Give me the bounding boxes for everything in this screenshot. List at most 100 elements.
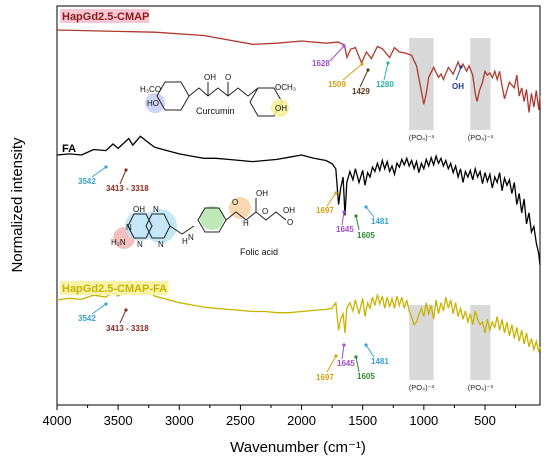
peak-annotation-arrow <box>355 356 360 373</box>
peak-annotation-label: 1481 <box>371 357 389 366</box>
phosphate-band-label: (PO₄)⁻³ <box>468 133 494 142</box>
series-line-group <box>56 29 541 353</box>
x-axis-title: Wavenumber (cm⁻¹) <box>230 439 366 456</box>
curcumin-ring-right <box>249 87 283 117</box>
curcumin-chain <box>188 87 259 97</box>
plot-frame <box>56 5 541 406</box>
curcumin-ring-left <box>156 81 190 111</box>
curcumin-ring-right-highlight <box>271 99 289 117</box>
x-tick-label: 2500 <box>226 413 255 428</box>
y-axis-title: Normalized intensity <box>9 137 26 273</box>
peak-annotation-arrowhead <box>360 62 364 66</box>
phosphate-band <box>409 305 434 380</box>
peak-annotation-arrowhead <box>366 68 370 72</box>
peak-annotation-arrowhead <box>334 354 338 358</box>
peak-annotation-label: 3413 - 3318 <box>106 324 149 333</box>
folic-acid-name: Folic acid <box>240 247 278 257</box>
folic-ring-a <box>127 213 153 239</box>
peak-annotation-label: OH <box>452 82 464 91</box>
folic-label-h-amide: H <box>243 219 249 228</box>
peak-annotation-arrowhead <box>459 65 463 69</box>
series-label: HapGd2.5-CMAP <box>62 11 149 23</box>
peak-annotation-arrow <box>383 62 389 81</box>
folic-label-oh-carboxyl: OH <box>256 189 268 198</box>
phosphate-band-label: (PO₄)⁻³ <box>409 133 435 142</box>
peak-annotation-arrowhead <box>354 355 358 359</box>
folic-label-n4: N <box>158 240 164 249</box>
peak-annotation-label: 1280 <box>376 80 394 89</box>
phosphate-band-label: (PO₄)⁻³ <box>468 383 494 392</box>
peak-annotation-label: 1605 <box>357 372 375 381</box>
peak-annotation-label: 1628 <box>312 59 330 68</box>
peak-annotation-label: 3413 - 3318 <box>106 184 149 193</box>
peak-annotation-arrow <box>91 303 107 315</box>
peak-annotation-label: 3542 <box>78 177 96 186</box>
folic-label-o-carboxyl: O <box>262 207 268 216</box>
peak-annotation-arrow <box>365 344 375 358</box>
peak-annotation-arrowhead <box>354 214 358 218</box>
peak-annotation-arrowhead <box>386 61 390 65</box>
series-label: HapGd2.5-CMAP-FA <box>62 283 167 295</box>
series-label-group: HapGd2.5-CMAP FA HapGd2.5-CMAP-FA <box>60 9 169 295</box>
folic-benzene-highlight <box>200 206 224 230</box>
series-label: FA <box>62 143 76 155</box>
peak-annotation-arrowhead <box>334 191 338 195</box>
peak-annotation-arrowhead <box>124 168 128 172</box>
peak-annotation-arrow <box>326 192 337 207</box>
peak-annotation-arrow <box>341 211 345 226</box>
phosphate-band-label: (PO₄)⁻³ <box>409 383 435 392</box>
curcumin-label-och3: OCH₃ <box>275 83 296 92</box>
peak-annotation-label: 1481 <box>371 217 389 226</box>
series-line <box>56 29 541 113</box>
phosphate-band <box>470 305 491 380</box>
series-label-bg <box>60 9 150 23</box>
folic-label-o-amide: O <box>232 198 238 207</box>
peak-annotation-arrowhead <box>124 308 128 312</box>
folic-label-n-amine: N <box>188 233 194 242</box>
x-tick-group: 4000 3500 3000 2500 2000 1500 1000 500 <box>43 405 517 428</box>
folic-label-n3: N <box>137 240 143 249</box>
peak-annotation-label: 1509 <box>328 80 346 89</box>
peak-annotation-arrowhead <box>364 205 368 209</box>
peak-annotation-label: 1697 <box>316 206 334 215</box>
series-line <box>56 135 541 266</box>
peak-annotation-arrowhead <box>104 302 108 306</box>
folic-label-n2: N <box>126 223 132 232</box>
phosphate-band-group: (PO₄)⁻³ (PO₄)⁻³ (PO₄)⁻³ (PO₄)⁻³ <box>409 38 494 392</box>
x-tick-label: 4000 <box>43 413 72 428</box>
folic-pterin-highlight-c <box>125 211 155 241</box>
curcumin-ring-left-highlight <box>145 93 165 113</box>
phosphate-band <box>409 38 434 130</box>
peak-annotation-arrow <box>365 206 375 218</box>
folic-label-oh-terminal: OH <box>283 206 295 215</box>
x-tick-label: 500 <box>474 413 496 428</box>
peak-annotation-label: 1645 <box>336 225 354 234</box>
peak-annotation-label: 1605 <box>357 231 375 240</box>
peak-annotation-label: 1697 <box>316 373 334 382</box>
phosphate-band <box>470 38 491 130</box>
curcumin-label-h3co: H₃CO <box>140 85 161 94</box>
curcumin-label-oh-top: OH <box>204 73 216 82</box>
peak-annotation-arrowhead <box>364 343 368 347</box>
peak-annotation-arrowhead <box>104 165 108 169</box>
folic-label-o-terminal: O <box>287 218 293 227</box>
x-tick-label: 2000 <box>287 413 316 428</box>
peak-annotation-arrow <box>119 169 127 185</box>
peak-annotation-arrow <box>329 45 345 62</box>
peak-annotation-arrowhead <box>342 210 346 214</box>
folic-label-oh-pterin: OH <box>133 205 145 214</box>
x-tick-label: 1000 <box>409 413 438 428</box>
folic-ring-b <box>145 213 171 239</box>
curcumin-label-ho: HO <box>147 99 159 108</box>
curcumin-structure: H₃CO OH O OCH₃ HO OH Curcumin <box>140 73 296 117</box>
folic-acid-structure: OH N H₂N N N N H N O H OH O OH O Folic a… <box>111 189 295 257</box>
curcumin-label-oh-right: OH <box>275 104 287 113</box>
folic-label-h2n: H₂N <box>111 238 126 247</box>
peak-annotation-arrow <box>355 215 360 231</box>
peak-annotation-arrow <box>455 66 462 81</box>
peak-annotation-arrow <box>342 63 363 81</box>
curcumin-name: Curcumin <box>196 106 235 116</box>
x-tick-label: 3000 <box>165 413 194 428</box>
x-tick-label: 3500 <box>104 413 133 428</box>
